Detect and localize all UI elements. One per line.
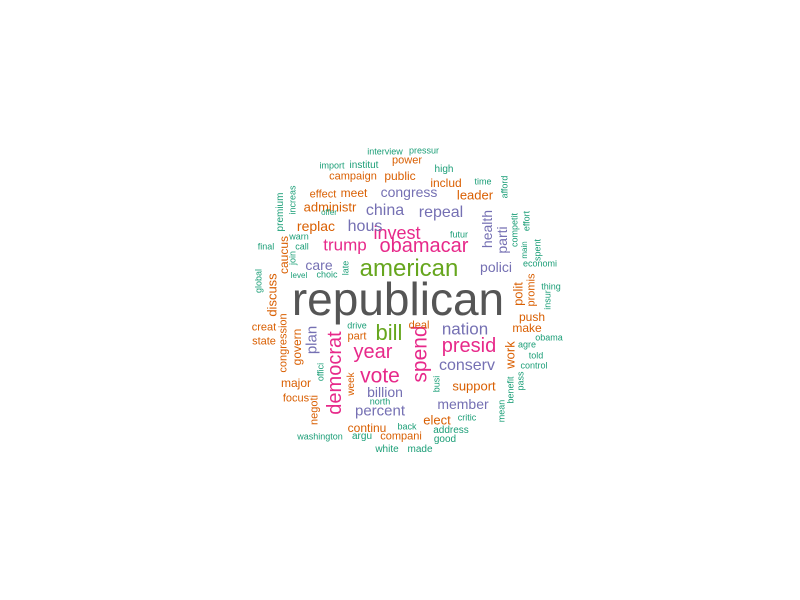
cloud-word-premium: premium [275, 192, 286, 232]
cloud-word-make: make [512, 321, 542, 335]
cloud-word-level: level [290, 271, 308, 280]
cloud-word-economi: economi [522, 258, 558, 269]
cloud-word-work: work [502, 341, 518, 369]
cloud-word-focus: focus [282, 392, 310, 405]
cloud-word-afford: afford [499, 175, 510, 199]
cloud-word-call: call [295, 241, 309, 252]
cloud-word-vote: vote [360, 364, 400, 388]
cloud-word-washington: washington [297, 431, 343, 442]
cloud-word-address: address [433, 425, 469, 436]
cloud-word-part: part [347, 330, 367, 343]
cloud-word-campaign: campaign [329, 170, 377, 183]
cloud-word-govern: govern [290, 328, 304, 366]
cloud-word-year: year [353, 341, 393, 363]
cloud-word-final: final [257, 241, 275, 252]
cloud-word-mean: mean [496, 399, 507, 423]
cloud-word-drive: drive [347, 320, 367, 331]
cloud-word-repeal: repeal [418, 204, 464, 221]
cloud-word-back: back [397, 421, 417, 432]
cloud-word-global: global [253, 268, 264, 294]
cloud-word-futur: futur [449, 229, 469, 240]
cloud-word-obama: obama [535, 332, 563, 343]
cloud-word-increas: increas [287, 185, 298, 215]
cloud-word-promis: promis [525, 273, 538, 307]
cloud-word-critic: critic [457, 412, 477, 423]
cloud-word-republican: republican [291, 273, 505, 325]
cloud-word-high: high [434, 164, 454, 175]
cloud-word-busi: busi [431, 375, 442, 393]
cloud-word-continu: continu [347, 421, 387, 435]
cloud-word-plan: plan [303, 325, 321, 355]
cloud-word-administr: administr [303, 199, 357, 215]
cloud-word-elect: elect [423, 412, 451, 428]
cloud-word-creat: creat [251, 321, 277, 334]
cloud-word-power: power [392, 154, 422, 167]
cloud-word-hous: hous [347, 218, 383, 235]
cloud-word-discuss: discuss [264, 273, 280, 317]
cloud-word-import: import [319, 160, 345, 171]
cloud-word-benefit: benefit [505, 376, 516, 404]
cloud-word-made: made [407, 444, 433, 455]
cloud-word-presid: presid [441, 335, 497, 357]
cloud-word-member: member [437, 396, 489, 412]
cloud-word-control: control [520, 360, 548, 371]
cloud-word-time: time [474, 176, 492, 187]
cloud-word-north: north [369, 396, 391, 407]
cloud-word-billion: billion [367, 384, 403, 400]
cloud-word-congress: congress [380, 184, 438, 200]
cloud-word-choic: choic [316, 269, 338, 280]
cloud-word-argu: argu [351, 431, 373, 442]
cloud-word-china: china [365, 202, 405, 219]
cloud-word-insur: insur [542, 290, 553, 310]
cloud-word-trump: trump [323, 235, 367, 255]
cloud-word-obamacar: obamacar [379, 235, 469, 257]
cloud-word-effect: effect [309, 188, 337, 201]
cloud-word-white: white [375, 444, 399, 455]
cloud-word-offici: offici [315, 362, 326, 382]
cloud-word-spend: spend [408, 325, 432, 383]
cloud-word-congression: congression [277, 313, 290, 373]
cloud-word-push: push [518, 310, 546, 324]
cloud-word-warn: warn [289, 231, 309, 242]
cloud-word-pressur: pressur [408, 145, 440, 156]
cloud-word-main: main [520, 241, 529, 259]
cloud-word-late: late [340, 260, 351, 276]
cloud-word-interview: interview [367, 146, 403, 157]
cloud-word-parti: parti [494, 226, 510, 254]
cloud-word-conserv: conserv [438, 357, 496, 374]
cloud-word-week: week [346, 372, 357, 396]
cloud-word-includ: includ [430, 176, 462, 190]
cloud-word-join: join [287, 250, 298, 266]
cloud-word-effort: effort [521, 210, 532, 232]
cloud-word-offer: offer [321, 208, 337, 217]
cloud-word-replac: replac [296, 218, 336, 234]
cloud-word-bill: bill [375, 320, 403, 345]
cloud-word-nation: nation [441, 319, 489, 339]
cloud-word-competit: competit [509, 212, 520, 248]
cloud-word-thing: thing [541, 281, 561, 292]
cloud-word-institut: institut [349, 160, 379, 171]
cloud-word-meet: meet [340, 186, 368, 200]
cloud-word-good: good [433, 434, 457, 445]
cloud-word-health: health [479, 209, 495, 249]
cloud-word-major: major [280, 376, 312, 390]
cloud-word-leader: leader [456, 187, 494, 203]
cloud-word-public: public [384, 169, 416, 183]
cloud-word-compani: compani [380, 430, 422, 443]
cloud-word-polit: polit [510, 282, 526, 306]
cloud-word-pass: pass [515, 371, 526, 391]
cloud-word-invest: invest [373, 223, 421, 243]
cloud-word-care: care [305, 257, 333, 273]
cloud-word-american: american [359, 255, 459, 282]
cloud-word-told: told [528, 350, 544, 361]
cloud-word-polici: polici [480, 259, 512, 275]
cloud-word-state: state [252, 335, 276, 348]
cloud-word-deal: deal [408, 319, 430, 332]
cloud-word-agre: agre [517, 339, 537, 350]
cloud-word-democrat: democrat [324, 331, 346, 415]
cloud-word-support: support [452, 378, 496, 394]
cloud-word-negoti: negoti [308, 395, 321, 425]
cloud-word-percent: percent [354, 402, 406, 420]
